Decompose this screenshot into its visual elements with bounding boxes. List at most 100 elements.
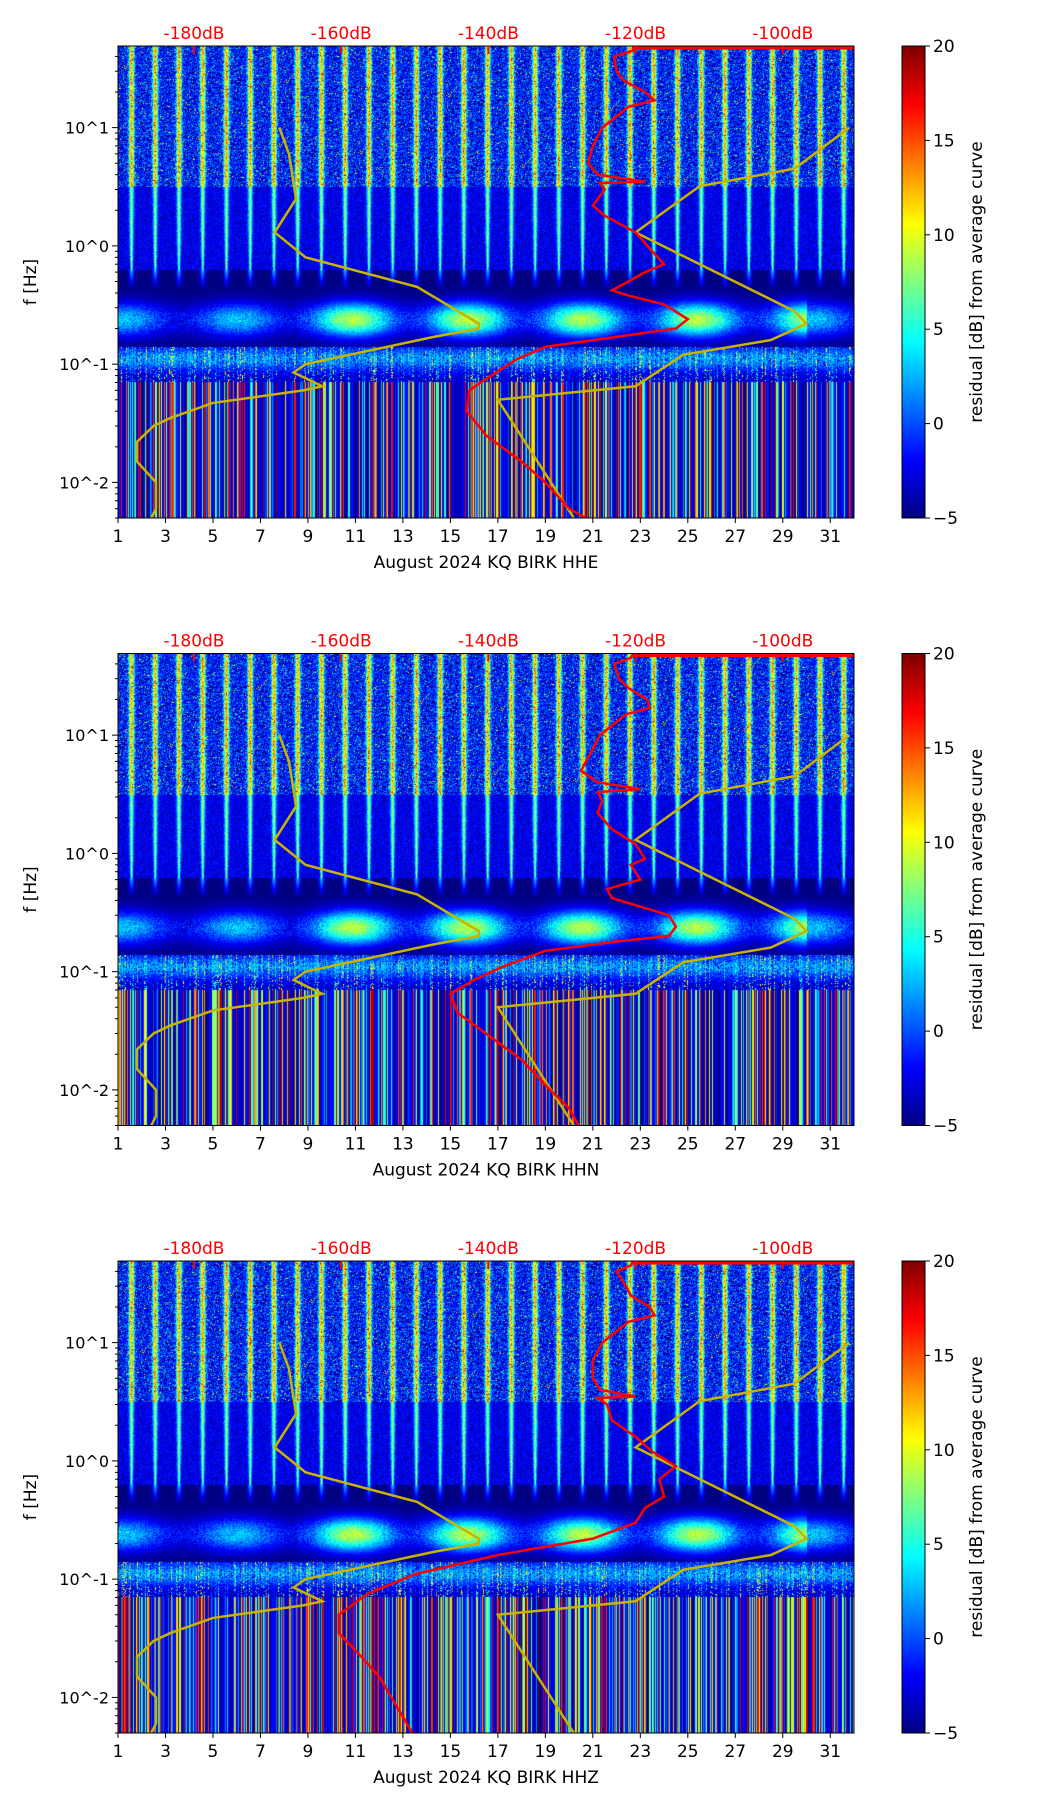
x-tick-label: 21 — [582, 527, 604, 547]
y-tick-label: 10^1 — [65, 119, 109, 138]
colorbar-tick-label: −5 — [933, 509, 958, 529]
db-tick-label: -100dB — [752, 1239, 813, 1259]
y-tick-label: 10^0 — [65, 237, 109, 256]
x-tick-label: 29 — [772, 527, 794, 547]
colorbar-tick-label: 0 — [933, 1630, 944, 1650]
x-tick-label: 15 — [440, 1742, 462, 1762]
colorbar-tick-label: 5 — [933, 1535, 944, 1555]
colorbar-tick-label: 5 — [933, 928, 944, 948]
x-tick-label: 7 — [255, 1742, 266, 1762]
x-tick-label: 9 — [303, 527, 314, 547]
y-tick-label: 10^1 — [65, 726, 109, 745]
x-tick-label: 3 — [160, 1135, 171, 1155]
x-tick-label: 15 — [440, 1135, 462, 1155]
y-tick-label: 10^0 — [65, 844, 109, 863]
x-tick-label: 17 — [487, 1742, 509, 1762]
median-psd-curve — [337, 1261, 679, 1733]
x-tick-label: 25 — [677, 527, 699, 547]
median-psd-curve — [465, 46, 690, 518]
x-tick-label: 27 — [724, 1742, 746, 1762]
median-psd-curve — [448, 653, 678, 1126]
x-tick-label: 19 — [535, 527, 557, 547]
db-tick-label: -100dB — [752, 24, 813, 44]
spectrogram-1 — [118, 653, 854, 1126]
noise-model-low-curve — [135, 1342, 481, 1733]
x-tick-label: 27 — [724, 527, 746, 547]
plot-frame — [117, 653, 855, 1126]
y-tick-label: 10^-1 — [59, 963, 109, 982]
colorbar-tick-label: 10 — [933, 226, 955, 246]
x-axis-label: August 2024 KQ BIRK HHN — [373, 1161, 600, 1181]
colorbar-frame — [901, 653, 926, 1126]
colorbar-2 — [902, 1261, 925, 1733]
colorbar-label: residual [dB] from average curve — [967, 749, 987, 1030]
x-tick-label: 31 — [819, 1135, 841, 1155]
x-tick-label: 21 — [582, 1135, 604, 1155]
x-tick-label: 3 — [160, 1742, 171, 1762]
x-tick-label: 7 — [255, 1135, 266, 1155]
x-tick-label: 25 — [677, 1742, 699, 1762]
db-tick-label: -120dB — [605, 632, 666, 652]
colorbar-1 — [902, 653, 925, 1126]
plot-frame — [117, 1260, 855, 1734]
db-tick-label: -180dB — [163, 1239, 224, 1259]
db-tick-label: -180dB — [163, 24, 224, 44]
x-tick-label: 31 — [819, 1742, 841, 1762]
x-axis-label: August 2024 KQ BIRK HHZ — [373, 1768, 599, 1788]
colorbar-tick-label: 0 — [933, 1022, 944, 1042]
x-tick-label: 1 — [113, 1742, 124, 1762]
x-axis-label: August 2024 KQ BIRK HHE — [374, 553, 599, 573]
y-tick-label: 10^-2 — [59, 473, 109, 492]
db-tick-label: -120dB — [605, 24, 666, 44]
x-tick-label: 19 — [535, 1742, 557, 1762]
db-tick-label: -160dB — [311, 1239, 372, 1259]
x-tick-label: 5 — [208, 1742, 219, 1762]
x-tick-label: 13 — [392, 1742, 414, 1762]
x-tick-label: 11 — [345, 527, 367, 547]
db-tick-label: -140dB — [458, 1239, 519, 1259]
x-tick-label: 21 — [582, 1742, 604, 1762]
y-tick-label: 10^0 — [65, 1452, 109, 1471]
x-tick-label: 9 — [303, 1742, 314, 1762]
y-tick-label: 10^-1 — [59, 1570, 109, 1589]
colorbar-tick-label: 5 — [933, 320, 944, 340]
x-tick-label: 11 — [345, 1742, 367, 1762]
spectrogram-0 — [118, 46, 854, 518]
x-tick-label: 5 — [208, 1135, 219, 1155]
noise-model-low-curve — [135, 734, 481, 1126]
colorbar-tick-label: 15 — [933, 131, 955, 151]
colorbar-label: residual [dB] from average curve — [967, 1356, 987, 1637]
y-tick-label: 10^-1 — [59, 355, 109, 374]
colorbar-tick-label: 20 — [933, 1252, 955, 1272]
x-tick-label: 31 — [819, 527, 841, 547]
db-tick-label: -160dB — [311, 24, 372, 44]
y-tick-label: 10^-2 — [59, 1688, 109, 1707]
x-tick-label: 27 — [724, 1135, 746, 1155]
colorbar-tick-label: −5 — [933, 1117, 958, 1137]
x-tick-label: 29 — [772, 1135, 794, 1155]
y-axis-label: f [Hz] — [21, 259, 41, 305]
y-tick-label: 10^-2 — [59, 1081, 109, 1100]
colorbar-tick-label: 20 — [933, 37, 955, 57]
db-tick-label: -160dB — [311, 632, 372, 652]
colorbar-tick-label: −5 — [933, 1724, 958, 1744]
x-tick-label: 17 — [487, 527, 509, 547]
noise-model-high-curve — [495, 126, 851, 518]
x-tick-label: 9 — [303, 1135, 314, 1155]
x-tick-label: 29 — [772, 1742, 794, 1762]
x-tick-label: 13 — [392, 1135, 414, 1155]
colorbar-0 — [902, 46, 925, 518]
x-tick-label: 13 — [392, 527, 414, 547]
db-tick-label: -100dB — [752, 632, 813, 652]
colorbar-frame — [901, 1260, 926, 1734]
x-tick-label: 23 — [630, 527, 652, 547]
db-tick-label: -120dB — [605, 1239, 666, 1259]
colorbar-tick-label: 15 — [933, 1346, 955, 1366]
x-tick-label: 7 — [255, 527, 266, 547]
colorbar-tick-label: 20 — [933, 645, 955, 665]
noise-model-low-curve — [135, 127, 481, 518]
x-tick-label: 11 — [345, 1135, 367, 1155]
colorbar-label: residual [dB] from average curve — [967, 141, 987, 422]
